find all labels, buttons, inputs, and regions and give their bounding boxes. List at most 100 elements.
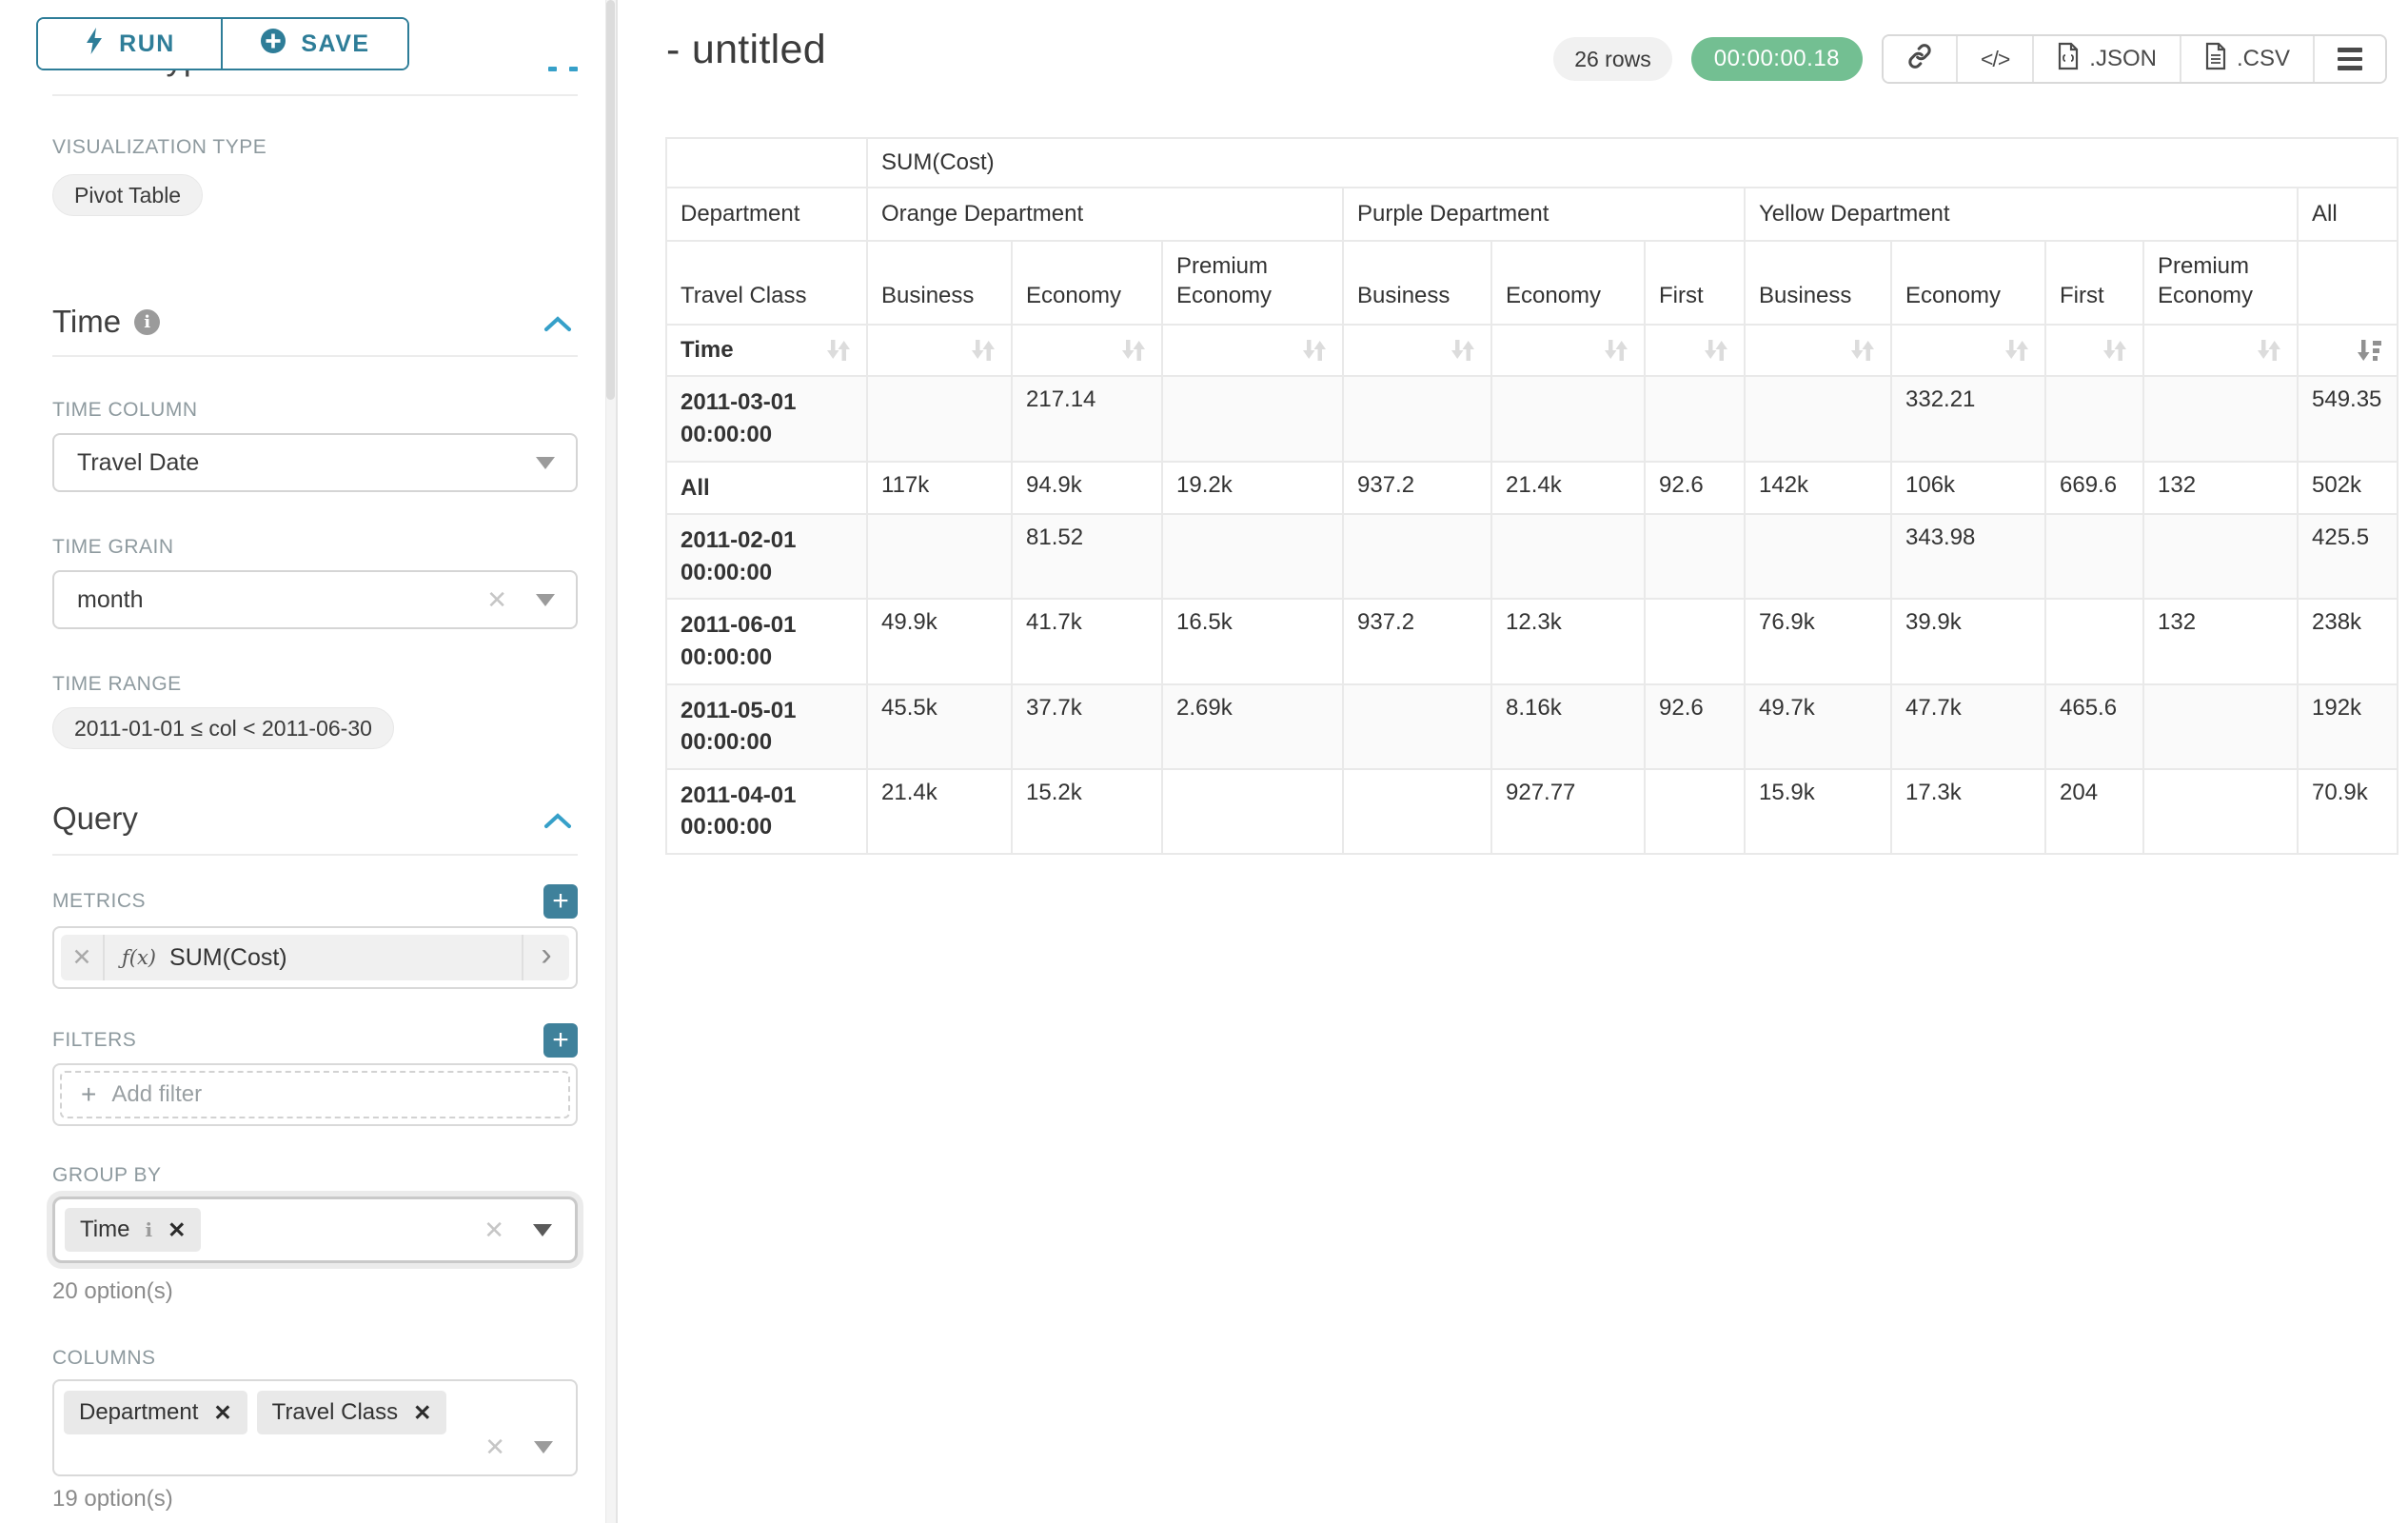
- columns-select[interactable]: Department ✕ Travel Class ✕ ✕: [52, 1379, 578, 1476]
- lightning-icon: [84, 27, 105, 62]
- pivot-cell: [1161, 375, 1344, 463]
- class-header-first: First: [1644, 239, 1746, 326]
- sort-icon[interactable]: [1602, 336, 1630, 365]
- pivot-cell: 15.2k: [1011, 767, 1163, 855]
- col-group-orange: Orange Department: [866, 187, 1344, 242]
- sort-toggle[interactable]: [2044, 324, 2144, 378]
- embed-code-button[interactable]: </>: [1956, 36, 2033, 82]
- sort-toggle[interactable]: [1490, 324, 1646, 378]
- pivot-cell: [2142, 767, 2299, 855]
- pivot-cell: 425.5: [2297, 513, 2398, 601]
- sort-icon[interactable]: [1848, 336, 1877, 365]
- class-header-economy: Economy: [1490, 239, 1646, 326]
- pivot-cell: 192k: [2297, 682, 2398, 770]
- export-csv-button[interactable]: .CSV: [2179, 36, 2313, 82]
- chevron-up-icon[interactable]: [543, 304, 572, 340]
- row-header: 2011-05-01 00:00:00: [665, 682, 868, 770]
- sort-icon[interactable]: [2101, 336, 2129, 365]
- pivot-cell: 94.9k: [1011, 460, 1163, 516]
- pivot-cell: [2142, 682, 2299, 770]
- chevron-up-icon[interactable]: [543, 801, 572, 837]
- sort-icon[interactable]: [1449, 336, 1477, 365]
- group-by-select[interactable]: Time i ✕ ✕: [52, 1197, 578, 1263]
- class-header-business: Business: [866, 239, 1013, 326]
- table-row: 2011-03-01 00:00:00 217.14 332.21 549.35: [665, 375, 2398, 463]
- sort-toggle-active-desc[interactable]: [2297, 324, 2398, 378]
- file-csv-icon: [2204, 42, 2227, 77]
- visualization-type-pill[interactable]: Pivot Table: [52, 174, 204, 216]
- sort-icon[interactable]: [2003, 336, 2031, 365]
- plus-circle-icon: [260, 28, 286, 61]
- divider: [52, 854, 578, 856]
- class-header-economy: Economy: [1011, 239, 1163, 326]
- remove-tag-icon[interactable]: ✕: [213, 1399, 232, 1425]
- pivot-cell: [2142, 375, 2299, 463]
- sort-icon[interactable]: [1702, 336, 1730, 365]
- add-metric-button[interactable]: +: [543, 884, 578, 919]
- clear-icon[interactable]: ✕: [486, 585, 507, 614]
- pivot-cell: [1644, 513, 1746, 601]
- filters-label-row: FILTERS +: [52, 1023, 578, 1058]
- sort-icon[interactable]: [2255, 336, 2283, 365]
- remove-tag-icon[interactable]: ✕: [168, 1216, 187, 1242]
- row-header: 2011-03-01 00:00:00: [665, 375, 868, 463]
- panel-scrollbar[interactable]: [605, 0, 616, 1523]
- time-grain-select[interactable]: month ✕: [52, 570, 578, 629]
- time-column-select[interactable]: Travel Date: [52, 433, 578, 492]
- time-range-label: TIME RANGE: [52, 673, 182, 695]
- col-group-purple: Purple Department: [1342, 187, 1746, 242]
- class-header-first: First: [2044, 239, 2144, 326]
- pivot-cell: 92.6: [1644, 460, 1746, 516]
- group-by-tag-time: Time i ✕: [65, 1208, 202, 1252]
- metric-pill[interactable]: ✕ ƒ(x) SUM(Cost) ›: [61, 935, 569, 980]
- menu-button[interactable]: [2313, 36, 2385, 82]
- sort-icon[interactable]: [969, 336, 997, 365]
- corner-cell: [665, 137, 868, 188]
- time-range-pill[interactable]: 2011-01-01 ≤ col < 2011-06-30: [52, 707, 394, 749]
- pivot-cell: 39.9k: [1890, 598, 2046, 685]
- run-button[interactable]: RUN: [38, 19, 223, 69]
- chevron-down-icon: [536, 593, 555, 606]
- class-row-header: Travel Class: [665, 239, 868, 326]
- pivot-cell: 106k: [1890, 460, 2046, 516]
- pivot-cell: 937.2: [1342, 598, 1492, 685]
- sort-toggle[interactable]: [866, 324, 1013, 378]
- query-timer-badge: 00:00:00.18: [1690, 37, 1864, 81]
- remove-metric-icon[interactable]: ✕: [61, 935, 105, 980]
- pivot-cell: 49.9k: [866, 598, 1013, 685]
- sort-desc-icon[interactable]: [2355, 336, 2383, 365]
- columns-tag-department: Department ✕: [64, 1391, 247, 1434]
- sort-toggle[interactable]: [2142, 324, 2299, 378]
- chevron-right-icon[interactable]: ›: [522, 935, 569, 980]
- info-icon: i: [134, 308, 161, 335]
- sort-icon[interactable]: [1119, 336, 1148, 365]
- remove-tag-icon[interactable]: ✕: [413, 1399, 432, 1425]
- chart-title[interactable]: - untitled: [666, 27, 826, 72]
- sort-icon[interactable]: [1300, 336, 1329, 365]
- sort-toggle[interactable]: [1011, 324, 1163, 378]
- sort-toggle[interactable]: [1644, 324, 1746, 378]
- add-filter-dropzone[interactable]: + Add filter: [60, 1071, 570, 1118]
- export-json-button[interactable]: .JSON: [2032, 36, 2180, 82]
- add-filter-button[interactable]: +: [543, 1023, 578, 1058]
- save-button[interactable]: SAVE: [223, 19, 407, 69]
- clear-icon[interactable]: ✕: [484, 1433, 505, 1461]
- pivot-cell: [866, 375, 1013, 463]
- sort-toggle[interactable]: [1342, 324, 1492, 378]
- pivot-cell: [1744, 375, 1892, 463]
- scrolled-icon-fragment: [548, 67, 557, 71]
- pivot-cell: 927.77: [1490, 767, 1646, 855]
- copy-link-button[interactable]: [1884, 36, 1957, 82]
- sort-toggle[interactable]: [1161, 324, 1344, 378]
- scrollbar-thumb[interactable]: [606, 0, 615, 400]
- clear-icon[interactable]: ✕: [484, 1216, 504, 1244]
- pivot-cell: 332.21: [1890, 375, 2046, 463]
- columns-label-row: COLUMNS: [52, 1347, 578, 1370]
- sort-header-time[interactable]: Time: [665, 324, 868, 378]
- pivot-cell: 549.35: [2297, 375, 2398, 463]
- sort-toggle[interactable]: [1890, 324, 2046, 378]
- sort-icon[interactable]: [824, 336, 853, 365]
- run-save-button-group: RUN SAVE: [36, 17, 409, 70]
- scrolled-icon-fragment: [569, 67, 578, 71]
- sort-toggle[interactable]: [1744, 324, 1892, 378]
